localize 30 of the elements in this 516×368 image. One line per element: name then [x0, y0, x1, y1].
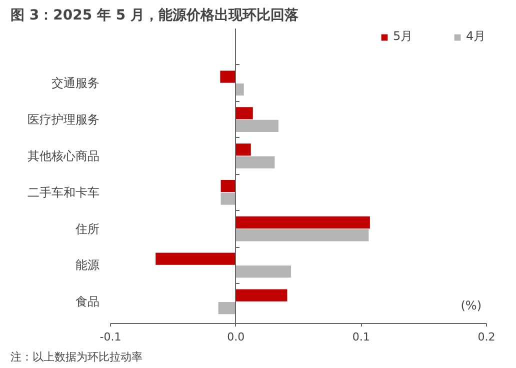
y-tick-label: 交通服务 [52, 76, 100, 90]
bar [156, 252, 236, 265]
x-tick-label: -0.1 [100, 330, 122, 344]
bar [236, 266, 291, 278]
bar [236, 107, 253, 120]
text: 注：以上数据为环比拉动率 [10, 350, 142, 364]
y-tick-label: 医疗护理服务 [28, 112, 100, 127]
y-tick-label: 其他核心商品 [28, 148, 100, 163]
bar [236, 120, 278, 132]
x-tick-label: 0.1 [352, 330, 370, 344]
legend-label: 5月 [393, 28, 413, 45]
bar [236, 156, 275, 168]
y-tick-label: 二手车和卡车 [28, 185, 100, 200]
annotation: (%) [460, 298, 482, 313]
x-tick-label: 0.0 [227, 330, 245, 344]
bar [236, 144, 251, 156]
bar [218, 302, 236, 314]
chart-title: 图 3：2025 年 5 月，能源价格出现环比回落 [10, 8, 300, 24]
legend-label: 4月 [466, 28, 486, 45]
bar [220, 180, 236, 192]
y-tick-label: 住所 [74, 222, 100, 236]
x-tick-label: 0.2 [478, 330, 496, 344]
bar [236, 289, 288, 302]
y-tick-label: 能源 [76, 258, 100, 272]
bar [236, 216, 370, 228]
y-tick-label: 食品 [76, 294, 100, 309]
bar [236, 229, 369, 242]
bar [220, 70, 236, 83]
bar [220, 192, 236, 205]
bar [236, 83, 244, 96]
